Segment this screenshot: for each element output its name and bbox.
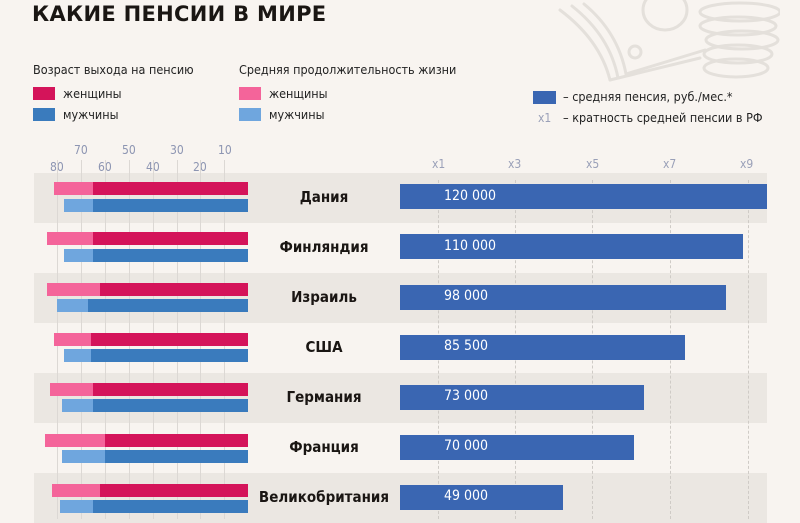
- pension-value: 73 000: [444, 388, 489, 404]
- legend-swatch-retire-men: [33, 108, 55, 121]
- bar-retire-women: [93, 383, 248, 396]
- pension-bar: [400, 435, 634, 460]
- pension-value: 85 500: [444, 338, 489, 354]
- bar-life-men: [64, 199, 93, 212]
- legend-label-retire-men: мужчины: [63, 107, 119, 122]
- bar-retire-women: [91, 333, 248, 346]
- legend-retirement-heading: Возраст выхода на пенсию: [33, 62, 194, 77]
- legend-label-retire-women: женщины: [63, 86, 122, 101]
- grid-line: [748, 180, 749, 519]
- axis-left-tick-10: 10: [218, 143, 232, 157]
- pension-value: 98 000: [444, 288, 489, 304]
- axis-left-tick-50: 50: [122, 143, 136, 157]
- pension-bar: [400, 234, 743, 259]
- bar-retire-men: [93, 500, 248, 513]
- country-label: Финляндия: [279, 238, 369, 256]
- legend-multiple-sample: x1: [538, 111, 552, 125]
- axis-left-tick-20: 20: [193, 160, 207, 174]
- axis-right-tick-x5: x5: [586, 157, 600, 171]
- bar-retire-men: [93, 199, 248, 212]
- legend-label-pension: – средняя пенсия, руб./мес.*: [563, 89, 733, 104]
- pension-bar: [400, 335, 685, 360]
- bar-retire-women: [105, 434, 248, 447]
- country-label: Франция: [289, 438, 359, 456]
- axis-right-tick-x9: x9: [740, 157, 754, 171]
- country-label: Германия: [286, 388, 362, 406]
- bar-retire-men: [88, 299, 248, 312]
- axis-right-tick-x7: x7: [663, 157, 677, 171]
- bar-retire-women: [93, 232, 248, 245]
- pension-value: 120 000: [444, 188, 497, 204]
- pension-bar: [400, 385, 644, 410]
- bar-life-women: [45, 434, 105, 447]
- axis-left-tick-70: 70: [74, 143, 88, 157]
- bar-life-men: [64, 249, 93, 262]
- bar-life-women: [52, 484, 100, 497]
- axis-left-tick-80: 80: [50, 160, 64, 174]
- legend-label-multiple: – кратность средней пенсии в РФ: [563, 110, 763, 125]
- legend-swatch-life-women: [239, 87, 261, 100]
- chart-title: Какие пенсии в мире: [32, 2, 327, 26]
- bar-life-women: [50, 383, 93, 396]
- pension-bar: [400, 184, 767, 209]
- bar-life-men: [60, 500, 93, 513]
- pension-value: 70 000: [444, 438, 489, 454]
- bar-retire-women: [93, 182, 248, 195]
- legend-label-life-men: мужчины: [269, 107, 325, 122]
- pension-bar: [400, 285, 726, 310]
- axis-left-tick-60: 60: [98, 160, 112, 174]
- bar-retire-women: [100, 484, 248, 497]
- axis-left-tick-30: 30: [170, 143, 184, 157]
- legend-swatch-pension: [533, 91, 556, 104]
- country-label: Израиль: [291, 288, 357, 306]
- pension-bar: [400, 485, 563, 510]
- book-coins-illustration-icon: [558, 0, 780, 82]
- bar-retire-men: [105, 450, 248, 463]
- pension-value: 49 000: [444, 488, 489, 504]
- bar-life-men: [64, 349, 91, 362]
- country-label: Великобритания: [258, 488, 390, 506]
- bar-life-men: [57, 299, 88, 312]
- country-label: Дания: [299, 188, 349, 206]
- bar-retire-men: [93, 399, 248, 412]
- bar-life-women: [47, 232, 93, 245]
- bar-life-women: [54, 333, 91, 346]
- axis-right-tick-x1: x1: [432, 157, 446, 171]
- pension-value: 110 000: [444, 238, 497, 254]
- bar-life-women: [47, 283, 100, 296]
- legend-label-life-women: женщины: [269, 86, 328, 101]
- bar-life-men: [62, 399, 93, 412]
- axis-right-tick-x3: x3: [508, 157, 522, 171]
- legend-swatch-life-men: [239, 108, 261, 121]
- legend-life-heading: Средняя продолжительность жизни: [239, 62, 457, 77]
- legend-swatch-retire-women: [33, 87, 55, 100]
- bar-retire-men: [91, 349, 248, 362]
- axis-left-tick-40: 40: [146, 160, 160, 174]
- bar-retire-women: [100, 283, 248, 296]
- bar-life-men: [62, 450, 105, 463]
- bar-retire-men: [93, 249, 248, 262]
- bar-life-women: [54, 182, 93, 195]
- country-label: США: [305, 338, 343, 356]
